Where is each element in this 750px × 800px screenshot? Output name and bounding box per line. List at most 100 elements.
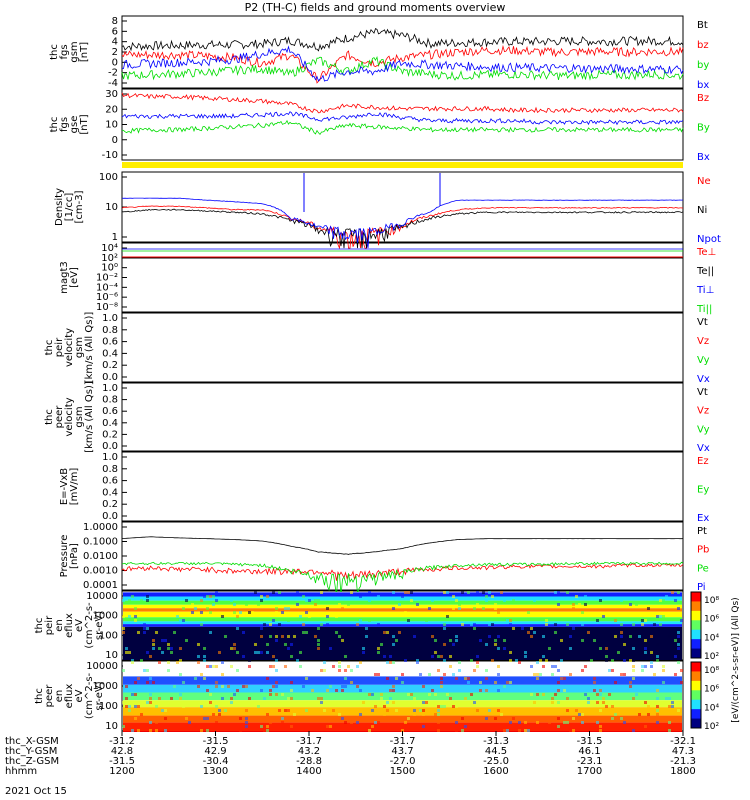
spectrogram-pixel (335, 631, 338, 634)
spectrogram-pixel (590, 659, 593, 662)
spectrogram-pixel (350, 669, 353, 672)
spectrogram-pixel (401, 595, 404, 598)
spectrogram-pixel (548, 647, 551, 650)
spectrogram-pixel (188, 693, 191, 696)
spectrogram-pixel (284, 665, 287, 668)
spectrogram-pixel (581, 611, 584, 614)
colorbar-segment (691, 620, 701, 631)
spectrogram-pixel (524, 729, 527, 732)
spectrogram-pixel (581, 713, 584, 716)
spectrogram-pixel (392, 661, 395, 664)
y-axis-label: [cm-3] (74, 190, 85, 223)
y-tick-label: 10⁻⁴ (96, 282, 118, 293)
spectrogram-pixel (155, 721, 158, 724)
spectrogram-pixel (524, 651, 527, 654)
spectrogram-pixel (593, 689, 596, 692)
y-tick-label: 1 (112, 232, 118, 243)
spectrogram-pixel (389, 709, 392, 712)
spectrogram-pixel (356, 623, 359, 626)
y-tick-label: 0.6 (102, 476, 118, 487)
spectrogram-pixel (491, 595, 494, 598)
spectrogram-pixel (452, 595, 455, 598)
spectrogram-pixel (410, 693, 413, 696)
y-tick-label: 10000 (86, 661, 118, 672)
spectrogram-pixel (476, 709, 479, 712)
spectrogram-pixel (485, 677, 488, 680)
legend-By: By (697, 123, 710, 134)
spectrogram-pixel (152, 639, 155, 642)
spectrogram-pixel (272, 665, 275, 668)
y-axis-label: thc (49, 117, 60, 133)
spectrogram-pixel (614, 651, 617, 654)
spectrogram-pixel (233, 611, 236, 614)
y-tick-label: 4 (112, 37, 118, 48)
spectrogram-pixel (356, 721, 359, 724)
spectrogram-pixel (134, 619, 137, 622)
spectrogram-band (123, 621, 682, 625)
spectrogram-pixel (467, 677, 470, 680)
spectrogram-pixel (140, 599, 143, 602)
spectrogram-pixel (182, 619, 185, 622)
y-tick-label: -10 (102, 150, 118, 161)
spectrogram-pixel (572, 603, 575, 606)
spectrogram-pixel (209, 631, 212, 634)
spectrogram-pixel (677, 709, 680, 712)
spectrogram-pixel (137, 677, 140, 680)
spectrogram-pixel (551, 643, 554, 646)
spectrogram-pixel (650, 665, 653, 668)
spectrogram-pixel (407, 693, 410, 696)
spectrogram-pixel (230, 647, 233, 650)
spectrogram-pixel (464, 725, 467, 728)
spectrogram-pixel (284, 643, 287, 646)
spectrogram-pixel (656, 659, 659, 662)
y-axis-label: velocity (64, 397, 75, 436)
spectrogram-pixel (329, 701, 332, 704)
spectrogram-pixel (632, 729, 635, 732)
spectrogram-pixel (656, 713, 659, 716)
spectrogram-pixel (620, 623, 623, 626)
x-row-label: thc_Y-GSM (5, 746, 57, 757)
colorbar-tick: 10² (704, 722, 719, 732)
spectrogram-pixel (506, 619, 509, 622)
spectrogram-pixel (473, 623, 476, 626)
legend-Ez: Ez (697, 456, 709, 467)
spectrogram-pixel (443, 705, 446, 708)
spectrogram-pixel (299, 665, 302, 668)
spectrogram-pixel (611, 659, 614, 662)
spectrogram-pixel (620, 631, 623, 634)
spectrogram-pixel (557, 717, 560, 720)
spectrogram-pixel (392, 701, 395, 704)
spectrogram-pixel (224, 635, 227, 638)
spectrogram-pixel (173, 631, 176, 634)
series-line-Bx (121, 111, 684, 126)
spectrogram-pixel (212, 603, 215, 606)
spectrogram-pixel (215, 681, 218, 684)
spectrogram-pixel (305, 611, 308, 614)
spectrogram-pixel (656, 705, 659, 708)
spectrogram-pixel (605, 655, 608, 658)
spectrogram-pixel (599, 709, 602, 712)
spectrogram-pixel (584, 595, 587, 598)
spectrogram-pixel (395, 677, 398, 680)
spectrogram-pixel (308, 717, 311, 720)
spectrogram-pixel (257, 705, 260, 708)
legend-Vx: Vx (697, 443, 710, 454)
panel-frame-5 (121, 312, 684, 383)
spectrogram-pixel (473, 669, 476, 672)
spectrogram-pixel (215, 685, 218, 688)
x-tick-label: 47.3 (672, 746, 694, 757)
y-tick-label: 0.8 (102, 464, 118, 475)
spectrogram-pixel (428, 693, 431, 696)
spectrogram-pixel (137, 631, 140, 634)
spectrogram-pixel (500, 591, 503, 594)
spectrogram-pixel (464, 697, 467, 700)
y-tick-label: 10⁻⁸ (96, 302, 118, 313)
spectrogram-pixel (581, 623, 584, 626)
spectrogram-pixel (656, 643, 659, 646)
spectrogram-pixel (125, 697, 128, 700)
spectrogram-pixel (149, 677, 152, 680)
spectrogram-pixel (278, 623, 281, 626)
spectrogram-pixel (503, 639, 506, 642)
spectrogram-pixel (143, 669, 146, 672)
spectrogram-pixel (398, 603, 401, 606)
